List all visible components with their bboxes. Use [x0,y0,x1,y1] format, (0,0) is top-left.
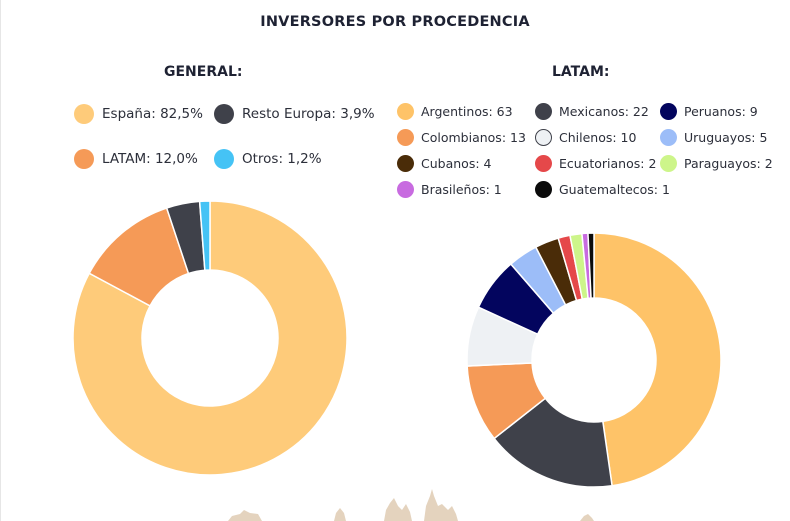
legend-item-chilenos: Chilenos: 10 [535,129,636,146]
legend-swatch-colombianos [397,129,414,146]
slice-mexicanos [493,397,613,488]
slice-espana [72,200,348,476]
legend-label-espana: España: 82,5% [102,106,203,122]
legend-item-latam: LATAM: 12,0% [74,149,198,169]
general-donut-chart [72,200,348,476]
legend-label-paraguayos: Paraguayos: 2 [684,156,773,171]
legend-swatch-paraguayos [660,155,677,172]
slice-guatemaltecos [587,232,595,299]
page-left-border [0,0,1,521]
legend-item-resto-europa: Resto Europa: 3,9% [214,104,375,124]
legend-item-argentinos: Argentinos: 63 [397,103,513,120]
legend-swatch-argentinos [397,103,414,120]
legend-swatch-resto-europa [214,104,234,124]
legend-item-ecuatorianos: Ecuatorianos: 2 [535,155,656,172]
legend-label-resto-europa: Resto Europa: 3,9% [242,106,375,122]
legend-item-colombianos: Colombianos: 13 [397,129,526,146]
legend-swatch-espana [74,104,94,124]
legend-label-mexicanos: Mexicanos: 22 [559,104,649,119]
legend-label-peruanos: Peruanos: 9 [684,104,758,119]
legend-swatch-chilenos [535,129,552,146]
legend-item-uruguayos: Uruguayos: 5 [660,129,767,146]
slice-argentinos [593,232,722,487]
legend-label-brasilenos: Brasileños: 1 [421,182,502,197]
general-chart-title: GENERAL: [164,64,243,80]
legend-swatch-latam [74,149,94,169]
legend-item-espana: España: 82,5% [74,104,203,124]
legend-item-brasilenos: Brasileños: 1 [397,181,502,198]
legend-label-guatemaltecos: Guatemaltecos: 1 [559,182,670,197]
legend-label-latam: LATAM: 12,0% [102,151,198,167]
legend-swatch-mexicanos [535,103,552,120]
legend-swatch-ecuatorianos [535,155,552,172]
latam-chart-title: LATAM: [552,64,610,80]
legend-label-cubanos: Cubanos: 4 [421,156,492,171]
legend-label-uruguayos: Uruguayos: 5 [684,130,768,145]
legend-item-peruanos: Peruanos: 9 [660,103,758,120]
legend-swatch-peruanos [660,103,677,120]
page-title: INVERSORES POR PROCEDENCIA [260,14,530,30]
legend-item-guatemaltecos: Guatemaltecos: 1 [535,181,670,198]
legend-swatch-guatemaltecos [535,181,552,198]
legend-label-otros: Otros: 1,2% [242,151,322,167]
legend-swatch-brasilenos [397,181,414,198]
legend-swatch-otros [214,149,234,169]
legend-swatch-cubanos [397,155,414,172]
legend-item-cubanos: Cubanos: 4 [397,155,491,172]
legend-item-otros: Otros: 1,2% [214,149,322,169]
legend-item-mexicanos: Mexicanos: 22 [535,103,649,120]
legend-label-chilenos: Chilenos: 10 [559,130,637,145]
slice-otros [198,200,211,271]
legend-swatch-uruguayos [660,129,677,146]
latam-donut-chart [466,232,722,488]
legend-item-paraguayos: Paraguayos: 2 [660,155,773,172]
legend-label-colombianos: Colombianos: 13 [421,130,526,145]
legend-label-argentinos: Argentinos: 63 [421,104,513,119]
legend-label-ecuatorianos: Ecuatorianos: 2 [559,156,657,171]
